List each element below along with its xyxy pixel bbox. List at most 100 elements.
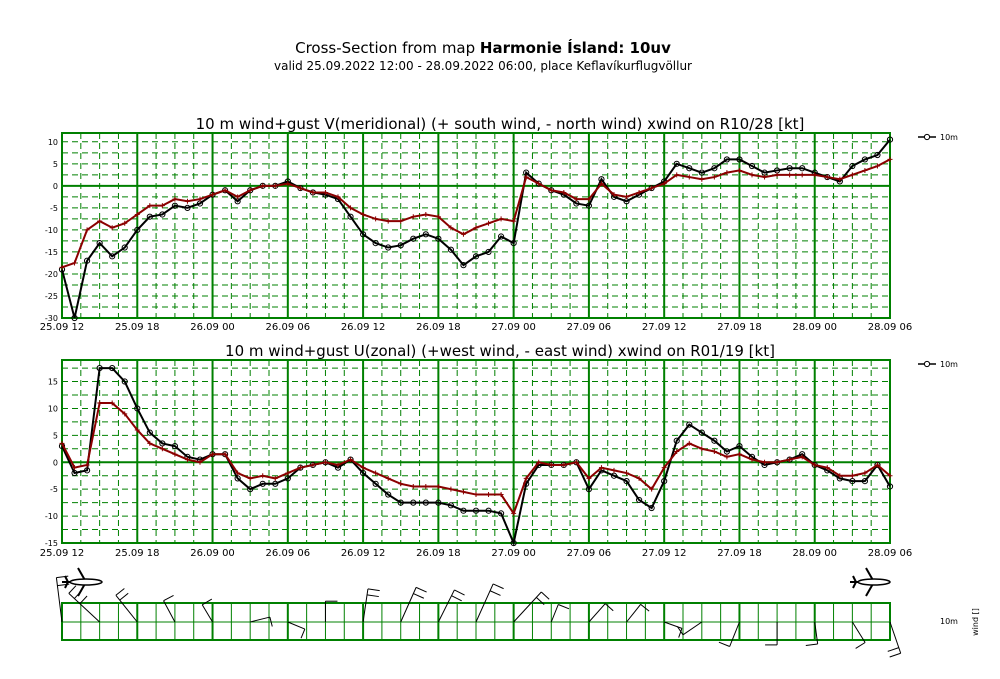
gust-point xyxy=(172,451,178,457)
wind-point xyxy=(736,443,743,450)
gust-point xyxy=(736,451,742,457)
legend-label: 10m xyxy=(940,360,958,369)
wind-point xyxy=(623,478,630,485)
title-block: Cross-Section from map Harmonie Ísland: … xyxy=(0,38,966,74)
gust-point xyxy=(874,462,880,468)
wind-barb-staff xyxy=(362,588,369,623)
wind-point xyxy=(673,160,680,167)
wind-point xyxy=(247,486,254,493)
gust-point xyxy=(624,470,630,476)
gust-point xyxy=(373,470,379,476)
gust-point xyxy=(536,459,542,465)
gust-point xyxy=(159,203,165,209)
x-tick-label: 27.09 00 xyxy=(491,322,536,333)
wind-barb-flag xyxy=(68,585,77,594)
wind-point xyxy=(485,507,492,514)
y-tick-label: -5 xyxy=(50,485,58,494)
wind-point xyxy=(585,486,593,493)
wind-point xyxy=(397,499,404,506)
wind-barb-staff xyxy=(250,616,271,623)
title-bold: Harmonie Ísland: 10uv xyxy=(479,39,671,57)
wind-series-line xyxy=(61,138,891,319)
gust-point xyxy=(824,174,830,180)
gust-point xyxy=(348,205,354,211)
gust-point xyxy=(210,451,216,457)
gust-point xyxy=(649,486,655,492)
wind-point xyxy=(886,136,894,143)
gust-point xyxy=(674,449,680,454)
gust-point xyxy=(511,218,517,224)
gust-point xyxy=(322,189,328,195)
barb-axis-label: wind [] xyxy=(971,608,980,636)
wind-barb-flag xyxy=(805,643,818,647)
y-tick-label: 10 xyxy=(48,404,58,413)
x-tick-label: 27.09 06 xyxy=(567,322,612,333)
gust-point xyxy=(498,492,504,498)
wind-point xyxy=(359,231,367,238)
gust-point xyxy=(272,183,278,189)
airplane-body xyxy=(69,578,103,586)
gust-point xyxy=(724,454,730,460)
gust-point xyxy=(598,181,604,187)
gust-point xyxy=(423,483,429,489)
gust-point xyxy=(297,185,303,191)
wind-point xyxy=(146,429,153,436)
gust-point xyxy=(536,181,542,187)
y-tick-label: 0 xyxy=(53,458,58,467)
gust-point xyxy=(285,470,291,476)
x-tick-label: 28.09 06 xyxy=(868,548,913,559)
gust-point xyxy=(636,189,642,195)
gust-point xyxy=(235,194,241,200)
x-tick-label: 26.09 06 xyxy=(266,548,311,559)
gust-point xyxy=(586,196,592,202)
gust-point xyxy=(385,475,391,481)
gust-point xyxy=(548,462,554,468)
x-tick-label: 25.09 18 xyxy=(115,548,160,559)
wind-point xyxy=(635,496,643,504)
y-tick-label: 15 xyxy=(48,378,58,387)
wind-point xyxy=(686,165,693,172)
gust-point xyxy=(410,483,416,489)
wind-point xyxy=(410,499,417,506)
gust-point xyxy=(762,459,768,465)
wind-barb-staff xyxy=(400,587,417,623)
wind-point xyxy=(510,539,517,547)
gust-point xyxy=(749,172,755,178)
wind-point xyxy=(134,226,141,234)
gust-point xyxy=(122,411,128,417)
x-tick-label: 28.09 06 xyxy=(868,322,913,333)
wind-point xyxy=(610,472,618,479)
wind-barb-flag xyxy=(678,628,683,638)
gust-point xyxy=(762,174,768,180)
wind-point xyxy=(497,510,505,517)
gust-point xyxy=(398,218,404,224)
wind-barb-flag xyxy=(201,598,213,606)
gust-point xyxy=(862,470,868,476)
gust-point xyxy=(661,181,667,187)
airplane-icon-left xyxy=(62,567,103,597)
gust-point xyxy=(360,465,366,471)
wind-barb-flag xyxy=(540,591,550,600)
wind-point xyxy=(497,233,505,240)
gust-point xyxy=(134,211,140,217)
x-tick-label: 25.09 12 xyxy=(40,322,85,333)
legend-label: 10m xyxy=(940,133,958,142)
y-tick-label: -30 xyxy=(45,314,58,323)
wind-barb-flag xyxy=(676,626,684,636)
gust-point xyxy=(322,459,328,465)
gust-point xyxy=(849,172,855,178)
gust-point xyxy=(787,172,793,178)
gust-point xyxy=(749,457,755,463)
wind-point xyxy=(422,231,429,238)
gust-point xyxy=(849,473,855,479)
gust-point xyxy=(523,475,529,481)
gust-point xyxy=(72,260,78,266)
gust-point xyxy=(297,465,303,471)
wind-point xyxy=(284,475,291,482)
gust-point xyxy=(586,475,592,481)
wind-point xyxy=(460,262,467,269)
gust-point xyxy=(247,475,253,481)
wind-point xyxy=(410,235,417,242)
legend-marker xyxy=(923,133,931,141)
